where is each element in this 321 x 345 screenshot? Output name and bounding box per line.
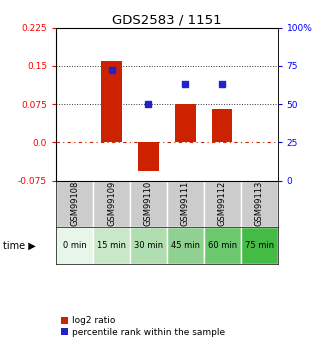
Text: time ▶: time ▶ bbox=[3, 240, 36, 250]
Bar bbox=[56, 227, 93, 264]
Bar bbox=[212, 109, 232, 142]
Bar bbox=[204, 181, 241, 227]
Bar bbox=[101, 61, 122, 142]
Bar bbox=[241, 227, 278, 264]
Bar bbox=[130, 181, 167, 227]
Bar bbox=[56, 181, 93, 227]
Title: GDS2583 / 1151: GDS2583 / 1151 bbox=[112, 13, 222, 27]
Text: 60 min: 60 min bbox=[208, 241, 237, 250]
Legend: log2 ratio, percentile rank within the sample: log2 ratio, percentile rank within the s… bbox=[61, 316, 225, 337]
Bar bbox=[138, 142, 159, 170]
Bar bbox=[93, 227, 130, 264]
Bar bbox=[167, 227, 204, 264]
Text: 15 min: 15 min bbox=[97, 241, 126, 250]
Bar bbox=[175, 104, 195, 142]
Text: GSM99112: GSM99112 bbox=[218, 181, 227, 226]
Text: 75 min: 75 min bbox=[245, 241, 274, 250]
Bar bbox=[130, 227, 167, 264]
Text: GSM99111: GSM99111 bbox=[181, 181, 190, 226]
Bar bbox=[204, 227, 241, 264]
Text: 30 min: 30 min bbox=[134, 241, 163, 250]
Bar bbox=[93, 181, 130, 227]
Text: GSM99113: GSM99113 bbox=[255, 181, 264, 226]
Text: 0 min: 0 min bbox=[63, 241, 86, 250]
Bar bbox=[241, 181, 278, 227]
Text: GSM99109: GSM99109 bbox=[107, 181, 116, 226]
Text: GSM99110: GSM99110 bbox=[144, 181, 153, 226]
Text: 45 min: 45 min bbox=[171, 241, 200, 250]
Bar bbox=[167, 181, 204, 227]
Text: GSM99108: GSM99108 bbox=[70, 181, 79, 226]
